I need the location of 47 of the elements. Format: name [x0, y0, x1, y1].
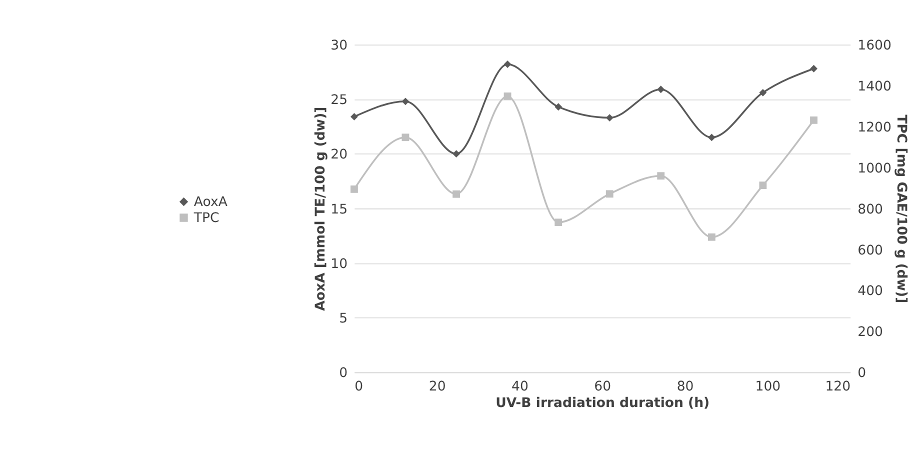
y-tick-label: 15	[330, 202, 348, 218]
y2-tick-label: 1000	[858, 161, 892, 176]
x-tick-label: 40	[512, 379, 528, 394]
point	[759, 182, 767, 189]
y-tick-label: 0	[339, 366, 348, 382]
x-axis-title: UV-B irradiation duration (h)	[496, 396, 710, 412]
x-tick-label: 60	[594, 379, 612, 394]
point	[810, 116, 818, 124]
y2-tick-label: 200	[858, 325, 883, 340]
point	[554, 103, 562, 111]
point	[350, 112, 358, 120]
point	[606, 190, 614, 198]
point	[708, 134, 716, 142]
point	[554, 218, 562, 226]
y2-tick-label: 400	[858, 284, 883, 300]
y2-tick-label: 1400	[858, 79, 892, 94]
point	[657, 86, 665, 94]
x-tick-label: 120	[825, 379, 851, 394]
point	[606, 114, 614, 122]
point	[708, 233, 716, 241]
x-tick-label: 0	[354, 379, 364, 394]
point	[759, 88, 767, 96]
y2-tick-label: 1200	[858, 120, 892, 136]
point	[452, 190, 460, 198]
y-tick-label: 10	[330, 256, 348, 272]
legend-label: TPC	[192, 211, 220, 226]
y2-tick-label: 1600	[858, 38, 892, 54]
legend-label: AoxA	[194, 195, 228, 210]
y2-axis-title: TPC [mg GAE/100 g (dw)]	[894, 114, 909, 304]
point	[350, 185, 358, 193]
y-tick-label: 20	[330, 148, 348, 163]
point	[402, 98, 410, 106]
point	[452, 150, 460, 158]
point	[810, 64, 818, 72]
y2-tick-label: 0	[858, 366, 866, 382]
y-tick-label: 25	[330, 93, 348, 108]
y-tick-label: 5	[339, 312, 348, 327]
y-tick-label: 30	[330, 38, 348, 54]
point	[504, 92, 512, 100]
x-tick-label: 80	[676, 379, 694, 394]
y2-tick-label: 800	[858, 202, 883, 218]
x-tick-label: 20	[428, 379, 446, 394]
point	[402, 134, 410, 142]
y2-tick-label: 600	[858, 243, 883, 258]
point	[657, 172, 665, 180]
y-axis-title: AoxA [mmol TE/100 g (dw)]	[313, 106, 328, 311]
x-tick-label: 100	[755, 379, 781, 394]
